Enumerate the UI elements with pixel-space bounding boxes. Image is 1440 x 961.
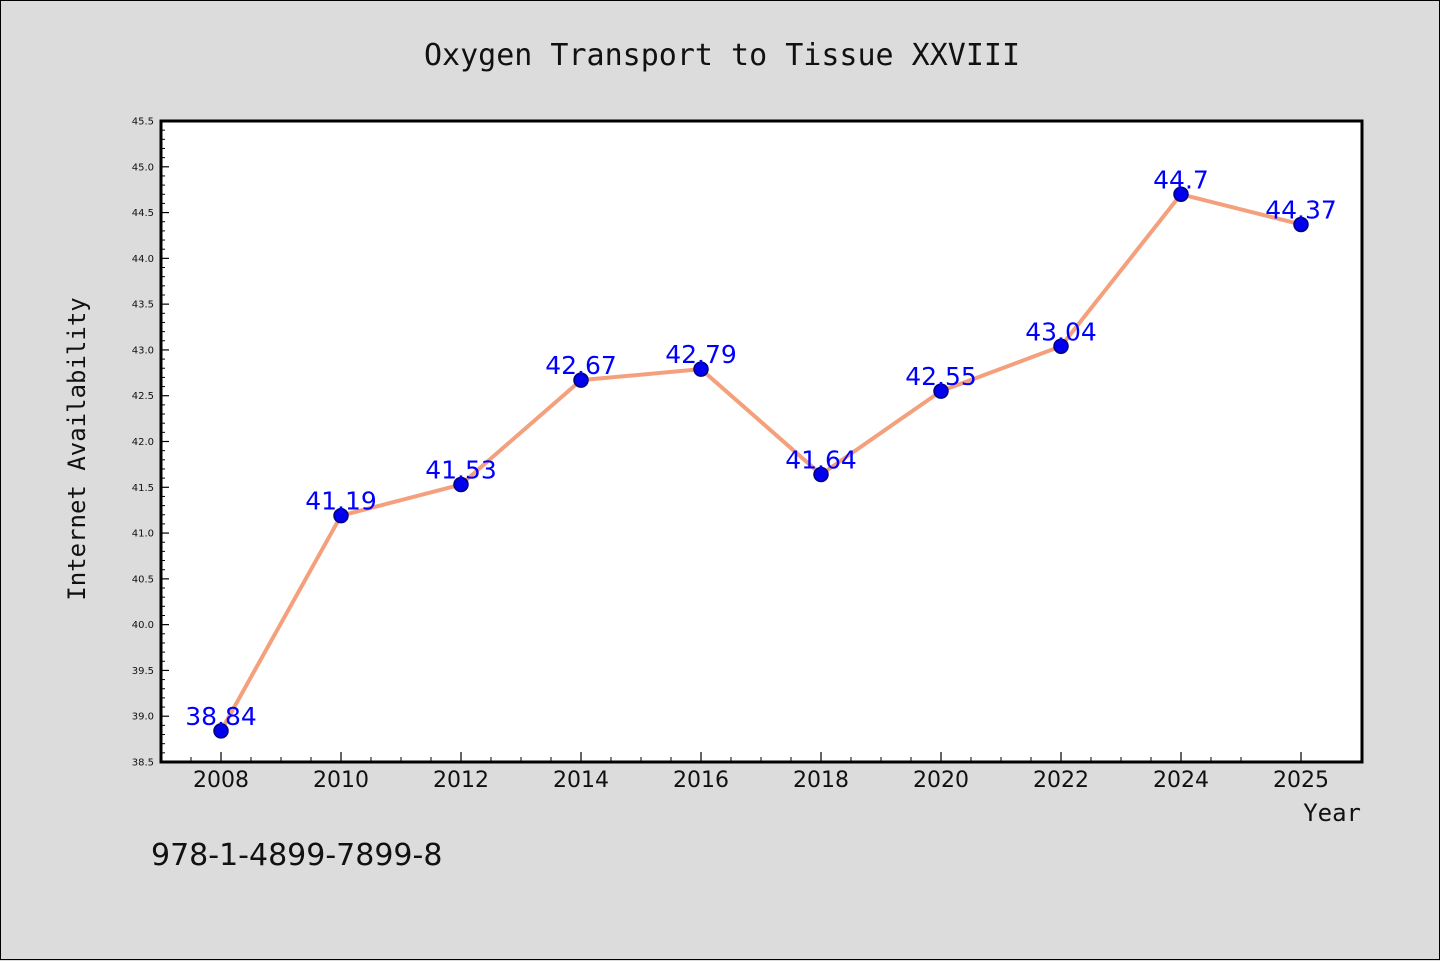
- y-tick-label: 43.0: [132, 345, 154, 356]
- chart-title: Oxygen Transport to Tissue XXVIII: [424, 38, 1020, 73]
- data-point-label: 41.64: [785, 445, 857, 474]
- y-tick-label: 44.5: [132, 208, 154, 219]
- series-group: [213, 186, 1309, 739]
- plot-area: [161, 121, 1362, 762]
- data-point-marker: [213, 723, 229, 739]
- x-tick-label: 2008: [193, 768, 249, 793]
- data-point-marker: [333, 507, 349, 524]
- y-tick-label: 45.0: [132, 162, 154, 173]
- data-labels: 38.84 41.19 41.53 42.67 42.79 41.64 42.55 43.04…: [185, 165, 1337, 731]
- x-tick-label: 2025: [1273, 768, 1329, 793]
- data-point-label: 42.79: [665, 340, 737, 369]
- x-tick-label: 2010: [313, 768, 369, 793]
- x-tick-label: 2020: [913, 768, 969, 793]
- x-tick-label: 2012: [433, 768, 489, 793]
- data-point-marker: [1173, 186, 1189, 203]
- data-point-label: 44.37: [1265, 195, 1337, 224]
- plot-frame: [159, 119, 1364, 764]
- y-tick-label: 44.0: [132, 254, 154, 265]
- x-tick-label: 2014: [553, 768, 609, 793]
- series-line: [219, 192, 1303, 733]
- y-axis-title: Internet Availability: [63, 297, 91, 600]
- data-point-marker: [1053, 338, 1069, 355]
- isbn-footer: 978-1-4899-7899-8: [151, 838, 442, 873]
- y-tick-label: 40.0: [132, 620, 154, 631]
- y-tick-label: 41.5: [132, 483, 154, 494]
- x-axis-ticks: 2008 2010 2012 2014 2016 2018 2020 2022 2024 2025: [190, 752, 1329, 793]
- x-tick-label: 2024: [1153, 768, 1209, 793]
- y-tick-label: 39.5: [132, 666, 154, 677]
- data-point-label: 42.55: [905, 362, 977, 391]
- y-tick-label: 42.0: [132, 437, 154, 448]
- data-point-label: 41.19: [305, 487, 377, 516]
- data-point-label: 43.04: [1025, 317, 1097, 346]
- y-tick-label: 39.0: [132, 712, 154, 723]
- data-point-marker: [933, 383, 949, 399]
- data-point-marker: [573, 372, 589, 388]
- y-tick-label: 43.5: [132, 300, 154, 311]
- data-point-marker: [453, 476, 469, 493]
- y-tick-label: 40.5: [132, 574, 154, 585]
- x-tick-label: 2022: [1033, 768, 1089, 793]
- y-tick-label: 45.5: [132, 117, 154, 128]
- x-tick-label: 2018: [793, 768, 849, 793]
- x-axis-title: Year: [1303, 799, 1361, 827]
- y-tick-label: 41.0: [132, 529, 154, 540]
- y-tick-label: 42.5: [132, 391, 154, 402]
- x-tick-label: 2016: [673, 768, 729, 793]
- data-point-marker: [1293, 216, 1309, 233]
- data-point-marker: [693, 361, 709, 377]
- data-point-label: 38.84: [185, 702, 257, 731]
- data-point-label: 44.7: [1153, 165, 1209, 194]
- data-point-label: 42.67: [545, 351, 617, 380]
- y-tick-label: 38.5: [132, 758, 154, 769]
- data-point-label: 41.53: [425, 456, 497, 485]
- data-point-marker: [813, 466, 829, 483]
